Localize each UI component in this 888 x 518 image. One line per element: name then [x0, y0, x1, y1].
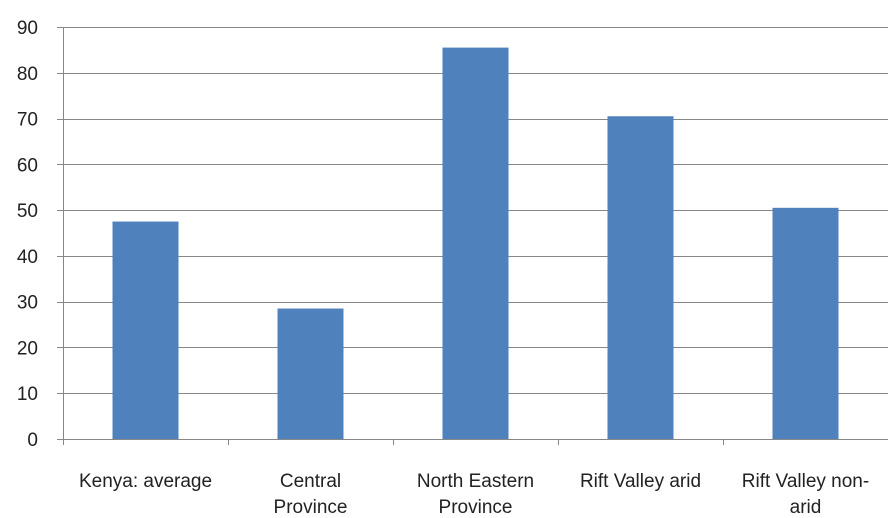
y-tick-label: 60	[17, 155, 38, 176]
bar	[112, 221, 179, 439]
x-category-label: North Eastern Province	[417, 471, 534, 518]
y-tick-label: 80	[17, 64, 38, 85]
y-tick-label: 0	[27, 430, 38, 451]
x-category-label: Central Province	[274, 471, 348, 518]
bars	[112, 47, 839, 440]
y-tick-label: 70	[17, 110, 38, 131]
axes	[57, 27, 888, 445]
x-axis-category-labels: Kenya: average Central Province North Easte…	[79, 471, 869, 518]
x-category-label: Kenya: average	[79, 471, 212, 492]
x-category-label: Rift Valley non-arid	[742, 471, 869, 518]
y-tick-label: 90	[17, 18, 38, 39]
x-category-label: Rift Valley arid	[580, 471, 701, 492]
y-tick-label: 50	[17, 201, 38, 222]
y-tick-label: 20	[17, 338, 38, 359]
bar	[772, 207, 839, 439]
bar	[607, 116, 674, 440]
bar	[277, 308, 344, 439]
y-tick-label: 40	[17, 247, 38, 268]
y-axis-tick-labels: 0 10 20 30 40 50 60 70 80 90	[17, 18, 38, 451]
bar	[442, 47, 509, 439]
y-tick-label: 10	[17, 384, 38, 405]
y-tick-label: 30	[17, 293, 38, 314]
